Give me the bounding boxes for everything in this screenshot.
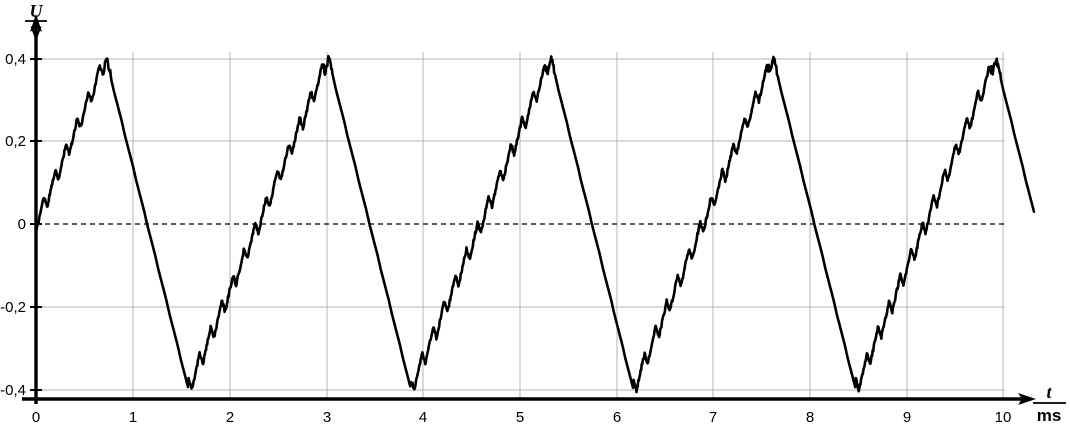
x-axis [22,393,1036,405]
y-tick-labels: 0,4 0,2 0 -0,2 -0,4 [0,51,26,399]
y-axis-label-numerator: U [30,1,44,21]
y-tick-label: -0,4 [0,382,26,399]
y-axis-label-denominator: V [30,23,42,42]
x-tick-label: 7 [709,409,717,426]
x-tick-label: 6 [613,409,621,426]
x-axis-label-numerator: t [1046,382,1052,402]
x-axis-label-denominator: ms [1037,406,1062,425]
x-tick-label: 3 [323,409,331,426]
vertical-gridlines [132,52,1004,399]
y-tick-label: 0 [18,216,26,233]
signal-trace [34,54,1036,394]
y-axis-label: U V [25,1,47,42]
y-tick-label: -0,2 [0,299,26,316]
x-tick-label: 0 [32,409,40,426]
x-tick-label: 2 [226,409,234,426]
y-tick-label: 0,2 [5,133,26,150]
x-tick-label: 5 [516,409,524,426]
x-tick-label: 4 [419,409,427,426]
y-axis [30,14,42,404]
x-axis-label: t ms [1033,382,1066,425]
x-tick-label: 8 [806,409,814,426]
y-tick-label: 0,4 [5,51,26,68]
x-tick-labels: 0 1 2 3 4 5 6 7 8 9 10 [32,409,1012,426]
x-tick-label: 10 [995,409,1012,426]
x-tick-label: 9 [903,409,911,426]
x-tick-label: 1 [129,409,137,426]
